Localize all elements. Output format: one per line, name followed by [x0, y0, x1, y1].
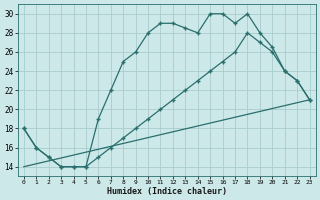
X-axis label: Humidex (Indice chaleur): Humidex (Indice chaleur) [107, 187, 227, 196]
